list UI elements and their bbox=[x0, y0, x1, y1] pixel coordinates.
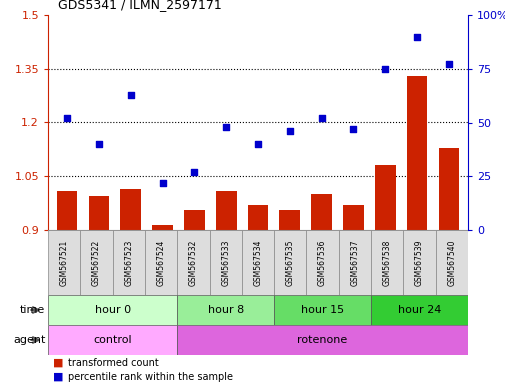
Point bbox=[444, 61, 452, 68]
Text: GSM567533: GSM567533 bbox=[221, 239, 230, 286]
Bar bbox=[88, 196, 109, 230]
Point bbox=[222, 124, 230, 130]
Point bbox=[285, 128, 293, 134]
Bar bbox=[48, 295, 177, 325]
Text: GSM567537: GSM567537 bbox=[350, 239, 359, 286]
Text: time: time bbox=[20, 305, 45, 315]
Bar bbox=[435, 230, 467, 295]
Bar bbox=[342, 205, 363, 230]
Text: GSM567523: GSM567523 bbox=[124, 239, 133, 286]
Text: rotenone: rotenone bbox=[297, 335, 347, 345]
Point bbox=[380, 66, 388, 72]
Text: GSM567522: GSM567522 bbox=[92, 239, 101, 286]
Text: GSM567536: GSM567536 bbox=[318, 239, 326, 286]
Bar bbox=[120, 189, 141, 230]
Point bbox=[190, 169, 198, 175]
Bar bbox=[247, 205, 268, 230]
Text: transformed count: transformed count bbox=[68, 358, 159, 368]
Text: percentile rank within the sample: percentile rank within the sample bbox=[68, 372, 233, 382]
Bar bbox=[402, 230, 435, 295]
Point bbox=[94, 141, 103, 147]
Bar bbox=[209, 230, 241, 295]
Text: GSM567521: GSM567521 bbox=[60, 239, 69, 286]
Text: ■: ■ bbox=[53, 372, 64, 382]
Text: agent: agent bbox=[13, 335, 45, 345]
Bar bbox=[438, 147, 459, 230]
Text: GSM567538: GSM567538 bbox=[382, 239, 391, 286]
Text: ■: ■ bbox=[53, 358, 64, 368]
Bar bbox=[306, 230, 338, 295]
Text: GSM567524: GSM567524 bbox=[156, 239, 165, 286]
Point bbox=[63, 115, 71, 121]
Point bbox=[254, 141, 262, 147]
Bar bbox=[113, 230, 144, 295]
Text: hour 0: hour 0 bbox=[94, 305, 130, 315]
Bar bbox=[338, 230, 370, 295]
Text: GDS5341 / ILMN_2597171: GDS5341 / ILMN_2597171 bbox=[58, 0, 221, 11]
Bar bbox=[144, 230, 177, 295]
Bar bbox=[241, 230, 274, 295]
Bar bbox=[48, 230, 80, 295]
Bar bbox=[152, 225, 173, 230]
Bar bbox=[184, 210, 205, 230]
Bar bbox=[177, 325, 467, 355]
Text: GSM567534: GSM567534 bbox=[253, 239, 262, 286]
Point bbox=[126, 91, 134, 98]
Bar bbox=[57, 190, 77, 230]
Text: GSM567539: GSM567539 bbox=[414, 239, 423, 286]
Bar bbox=[177, 295, 274, 325]
Bar bbox=[216, 190, 236, 230]
Bar bbox=[406, 76, 427, 230]
Point bbox=[317, 115, 325, 121]
Text: hour 15: hour 15 bbox=[300, 305, 343, 315]
Bar bbox=[177, 230, 209, 295]
Text: GSM567532: GSM567532 bbox=[188, 239, 197, 286]
Bar bbox=[274, 295, 370, 325]
Bar bbox=[370, 230, 402, 295]
Text: hour 24: hour 24 bbox=[397, 305, 440, 315]
Bar bbox=[311, 194, 331, 230]
Text: hour 8: hour 8 bbox=[207, 305, 243, 315]
Point bbox=[349, 126, 357, 132]
Point bbox=[158, 180, 166, 186]
Point bbox=[412, 33, 420, 40]
Text: control: control bbox=[93, 335, 132, 345]
Bar bbox=[374, 166, 395, 230]
Bar bbox=[279, 210, 299, 230]
Bar bbox=[274, 230, 306, 295]
Bar bbox=[48, 325, 177, 355]
Text: GSM567535: GSM567535 bbox=[285, 239, 294, 286]
Bar bbox=[80, 230, 113, 295]
Text: GSM567540: GSM567540 bbox=[446, 239, 456, 286]
Bar bbox=[370, 295, 467, 325]
